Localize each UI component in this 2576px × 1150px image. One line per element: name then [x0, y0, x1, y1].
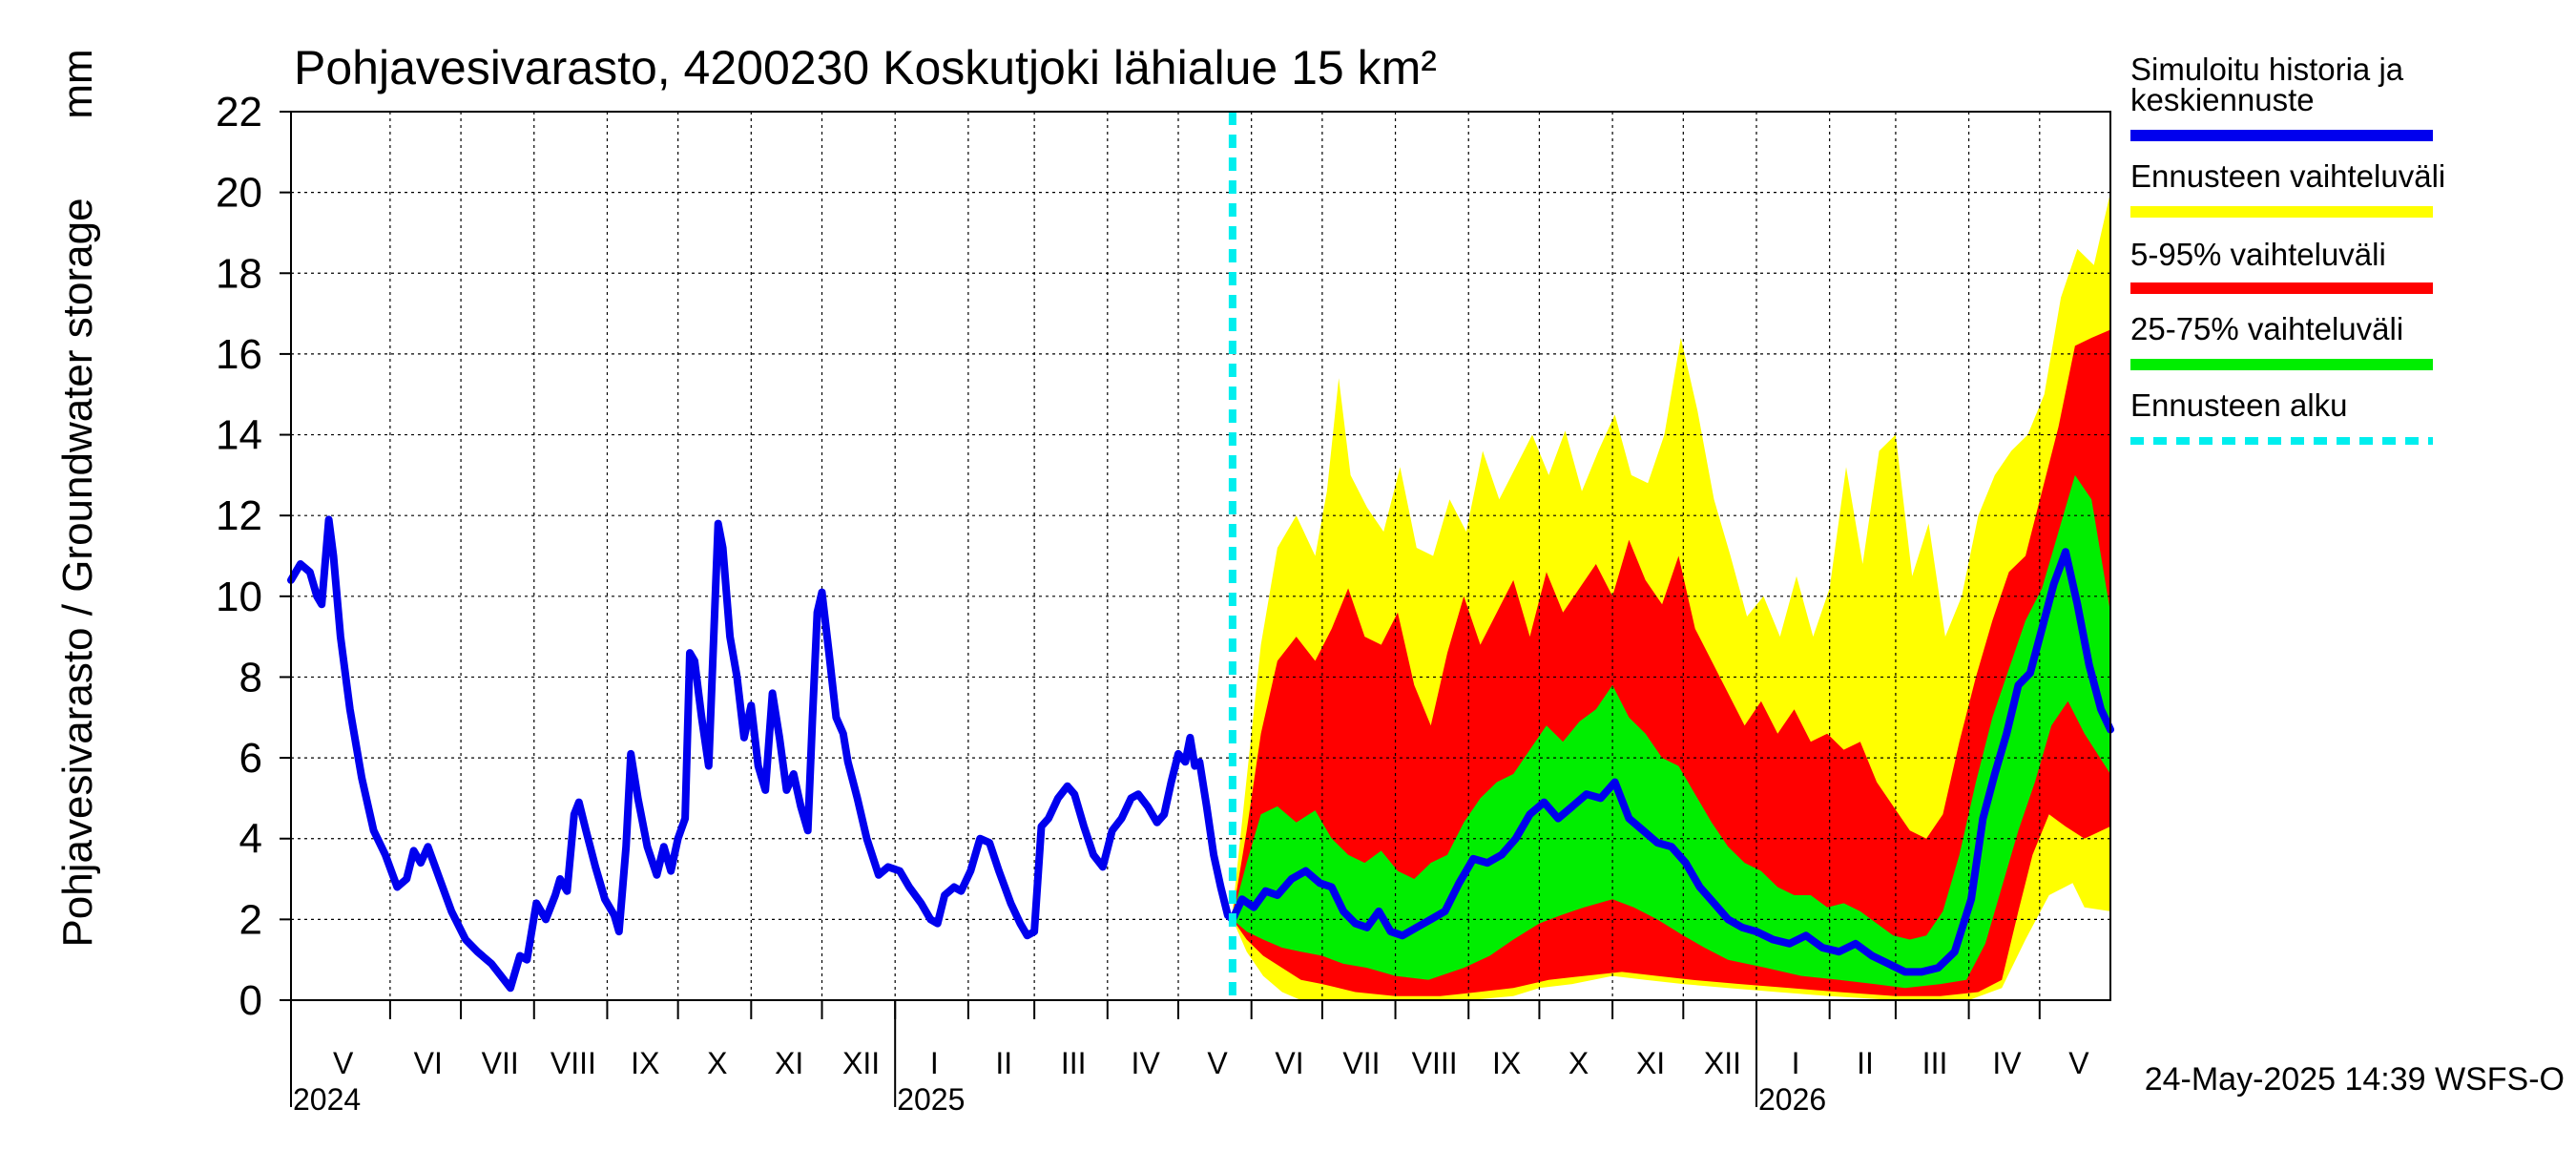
x-tick-label: II: [995, 1046, 1012, 1080]
x-tick-label: V: [333, 1046, 354, 1080]
y-tick-label: 4: [239, 816, 262, 863]
x-tick-label: X: [707, 1046, 727, 1080]
y-tick-label: 22: [216, 89, 262, 136]
plot-frame: [290, 111, 2111, 1001]
legend-label: Ennusteen alku: [2130, 387, 2348, 423]
y-tick-label: 2: [239, 896, 262, 943]
x-tick-label: XII: [842, 1046, 880, 1080]
x-tick-label: VI: [414, 1046, 443, 1080]
year-label: 2024: [293, 1082, 361, 1117]
y-tick-label: 8: [239, 654, 262, 700]
band-25-75: [1232, 474, 2110, 989]
y-tick-label: 10: [216, 574, 262, 620]
x-tick-label: XI: [775, 1046, 803, 1080]
y-tick-label: 16: [216, 331, 262, 378]
forecast-mean-line: [1228, 548, 2114, 976]
x-tick-label: IV: [1992, 1046, 2022, 1080]
series-lines: [287, 112, 2114, 1000]
timestamp-footer: 24-May-2025 14:39 WSFS-O: [2145, 1061, 2565, 1098]
year-label: 2026: [1758, 1082, 1826, 1117]
x-tick-label: I: [1792, 1046, 1800, 1080]
y-tick-label: 20: [216, 170, 262, 217]
x-tick-label: VIII: [551, 1046, 596, 1080]
history-line: [287, 515, 1236, 993]
x-tick-label: XII: [1704, 1046, 1741, 1080]
x-tick-label: VI: [1275, 1046, 1303, 1080]
y-tick-label: 12: [216, 492, 262, 539]
y-tick-label: 6: [239, 735, 262, 782]
x-tick-label: VII: [1342, 1046, 1380, 1080]
chart-title: Pohjavesivarasto, 4200230 Koskutjoki läh…: [294, 41, 1437, 94]
x-tick-label: IX: [631, 1046, 659, 1080]
legend-label: Simuloitu historia ja: [2130, 52, 2404, 87]
y-tick-label: 14: [216, 412, 262, 459]
y-tick-label: 0: [239, 977, 262, 1024]
x-tick-label: V: [1207, 1046, 1228, 1080]
x-tick-label: VII: [482, 1046, 519, 1080]
y-tick-label: 18: [216, 250, 262, 297]
legend-label: Ennusteen vaihteluväli: [2130, 158, 2445, 194]
legend-label: 5-95% vaihteluväli: [2130, 237, 2386, 272]
forecast-bands: [1232, 192, 2110, 1001]
y-axis-label: Pohjavesivarasto / Groundwater storage: [54, 198, 101, 947]
x-tick-label: X: [1568, 1046, 1589, 1080]
x-tick-label: I: [930, 1046, 939, 1080]
x-tick-label: VIII: [1412, 1046, 1458, 1080]
x-tick-label: III: [1061, 1046, 1087, 1080]
band-5-95: [1232, 329, 2110, 996]
year-label: 2025: [897, 1082, 965, 1117]
x-tick-label: V: [2068, 1046, 2089, 1080]
x-tick-label: III: [1922, 1046, 1948, 1080]
x-tick-label: IV: [1132, 1046, 1161, 1080]
x-tick-label: II: [1857, 1046, 1874, 1080]
legend-label: 25-75% vaihteluväli: [2130, 311, 2403, 346]
legend-label-line2: keskiennuste: [2130, 82, 2315, 117]
x-tick-label: IX: [1492, 1046, 1521, 1080]
y-axis-unit: mm: [54, 49, 101, 118]
x-tick-label: XI: [1636, 1046, 1665, 1080]
